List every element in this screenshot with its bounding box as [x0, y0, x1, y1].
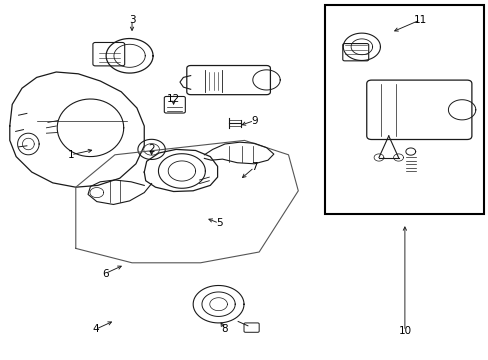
Text: 3: 3: [128, 15, 135, 25]
Text: 11: 11: [413, 15, 427, 25]
Text: 5: 5: [215, 218, 222, 228]
Text: 4: 4: [92, 324, 99, 334]
Text: 2: 2: [148, 144, 155, 154]
Text: 9: 9: [250, 116, 257, 126]
Text: 10: 10: [398, 326, 410, 336]
Text: 6: 6: [102, 269, 108, 279]
Text: 8: 8: [221, 324, 228, 334]
Text: 12: 12: [166, 94, 180, 104]
FancyBboxPatch shape: [325, 5, 483, 214]
Text: 1: 1: [67, 150, 74, 160]
Text: 7: 7: [250, 162, 257, 172]
